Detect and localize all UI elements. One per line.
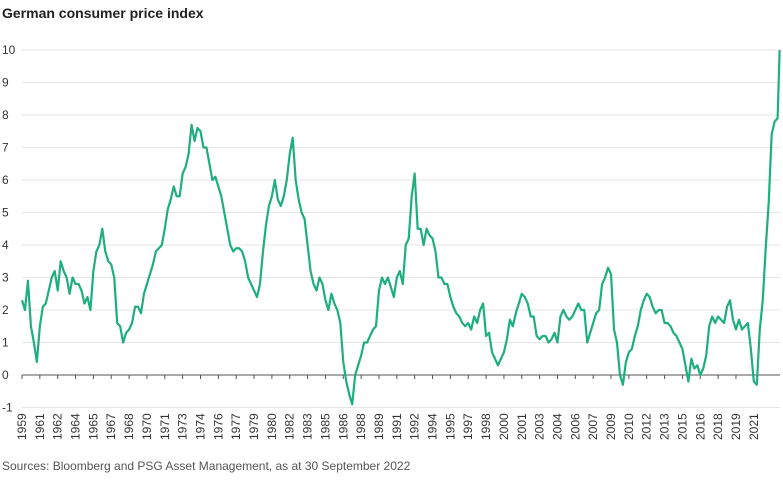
x-tick-label: 2015 [675, 413, 689, 440]
x-tick-label: 1967 [104, 413, 118, 440]
x-tick-label: 1986 [336, 413, 350, 440]
x-tick-label: 1959 [15, 413, 29, 440]
x-tick-label: 2019 [729, 413, 743, 440]
x-tick-label: 1968 [122, 413, 136, 440]
chart-title: German consumer price index [2, 5, 204, 21]
x-tick-label: 2013 [658, 413, 672, 440]
x-tick-label: 1971 [158, 413, 172, 440]
x-tick-label: 1985 [318, 413, 332, 440]
y-tick-label: 6 [2, 173, 9, 187]
x-tick-label: 2016 [693, 413, 707, 440]
y-tick-label: 2 [2, 303, 9, 317]
x-tick-label: 2012 [640, 413, 654, 440]
x-tick-label: 1977 [229, 413, 243, 440]
x-tick-label: 1982 [283, 413, 297, 440]
x-tick-label: 2009 [604, 413, 618, 440]
y-tick-label: -1 [2, 401, 13, 415]
x-tick-label: 1983 [301, 413, 315, 440]
y-tick-label: 4 [2, 238, 9, 252]
x-tick-label: 2000 [497, 413, 511, 440]
x-tick-label: 1962 [51, 413, 65, 440]
x-tick-label: 2010 [622, 413, 636, 440]
x-tick-label: 1961 [33, 413, 47, 440]
x-tick-label: 1973 [176, 413, 190, 440]
x-tick-label: 1988 [354, 413, 368, 440]
y-tick-label: 3 [2, 271, 9, 285]
y-tick-label: 7 [2, 141, 9, 155]
x-tick-label: 1980 [265, 413, 279, 440]
x-tick-label: 1970 [140, 413, 154, 440]
x-tick-label: 1992 [408, 413, 422, 440]
y-tick-label: 1 [2, 336, 9, 350]
x-tick-label: 1997 [461, 413, 475, 440]
y-tick-label: 5 [2, 206, 9, 220]
x-tick-label: 1994 [426, 413, 440, 440]
y-tick-label: 8 [2, 108, 9, 122]
x-tick-label: 1998 [479, 413, 493, 440]
cpi-line [20, 49, 781, 406]
x-tick-label: 1965 [86, 413, 100, 440]
x-tick-label: 1979 [247, 413, 261, 440]
x-tick-label: 1991 [390, 413, 404, 440]
x-tick-label: 2003 [533, 413, 547, 440]
y-tick-label: 9 [2, 76, 9, 90]
x-tick-label: 1989 [372, 413, 386, 440]
x-tick-label: 2004 [550, 413, 564, 440]
y-tick-label: 10 [2, 43, 16, 57]
x-tick-label: 2021 [747, 413, 761, 440]
x-tick-label: 2018 [711, 413, 725, 440]
x-tick-label: 1995 [443, 413, 457, 440]
x-tick-label: 2001 [515, 413, 529, 440]
x-tick-label: 2006 [568, 413, 582, 440]
x-tick-label: 2007 [586, 413, 600, 440]
y-tick-label: 0 [2, 368, 9, 382]
x-tick-label: 1964 [69, 413, 83, 440]
x-tick-label: 1976 [211, 413, 225, 440]
source-note: Sources: Bloomberg and PSG Asset Managem… [2, 459, 411, 473]
x-tick-label: 1974 [193, 413, 207, 440]
